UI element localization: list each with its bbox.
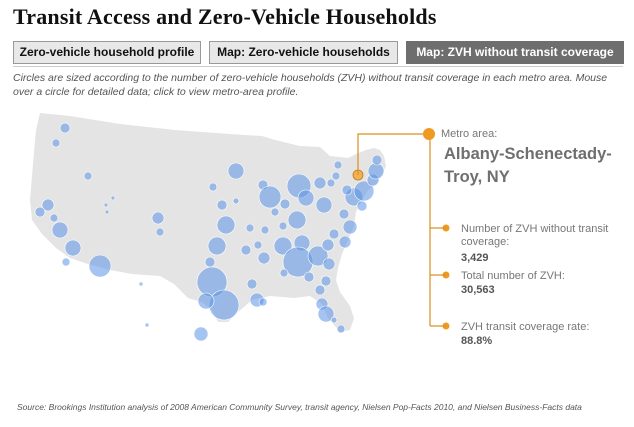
leader-dot [423, 128, 435, 140]
metro-circle[interactable] [257, 251, 271, 265]
metro-circle[interactable] [279, 268, 289, 278]
metro-circle[interactable] [193, 326, 209, 342]
metro-circle[interactable] [322, 257, 336, 271]
metro-name: Albany-Schenectady-Troy, NY [444, 145, 612, 186]
metro-circle[interactable] [197, 292, 215, 310]
metro-circle[interactable] [83, 171, 93, 181]
metro-circle[interactable] [336, 324, 346, 334]
metro-circle[interactable] [246, 278, 258, 290]
metro-circle[interactable] [208, 289, 240, 321]
map-description: Circles are sized according to the numbe… [13, 72, 608, 98]
metro-circle[interactable] [41, 198, 55, 212]
metro-circle[interactable] [273, 236, 293, 256]
metro-circle[interactable] [207, 236, 227, 256]
metro-circle[interactable] [371, 154, 383, 166]
metro-circle[interactable] [342, 219, 358, 235]
detail-leader-lines [357, 128, 450, 330]
metro-circle[interactable] [297, 189, 315, 207]
coverage-rate-value: 88.8% [461, 335, 493, 347]
metro-circle[interactable] [216, 199, 228, 211]
metro-circle[interactable] [204, 256, 216, 268]
metro-circle[interactable] [59, 122, 71, 134]
metro-circle[interactable] [144, 322, 150, 328]
metro-circle[interactable] [356, 200, 368, 212]
metro-circle[interactable] [104, 209, 110, 215]
metro-circle[interactable] [155, 227, 165, 237]
bubble-layer [34, 122, 385, 342]
metro-label: Metro area: [441, 128, 498, 140]
metro-circle[interactable] [151, 211, 165, 225]
metro-circle[interactable] [320, 275, 332, 287]
metro-circle[interactable] [314, 284, 326, 296]
metro-circle[interactable] [317, 305, 335, 323]
total-zvh-value: 30,563 [461, 284, 495, 296]
metro-circle[interactable] [227, 162, 245, 180]
metro-circle[interactable] [315, 196, 333, 214]
metro-circle[interactable] [328, 228, 340, 240]
metro-circle[interactable] [260, 225, 270, 235]
page-title: Transit Access and Zero-Vehicle Househol… [13, 4, 437, 29]
metro-circle[interactable] [321, 238, 335, 252]
metro-circle[interactable] [253, 240, 263, 250]
metro-circle[interactable] [353, 180, 375, 202]
metro-circle[interactable] [367, 162, 385, 180]
us-map [30, 113, 450, 342]
metro-circle[interactable] [51, 138, 61, 148]
metro-circle[interactable] [330, 316, 338, 324]
metro-circle[interactable] [279, 198, 291, 210]
metro-circle[interactable] [34, 206, 46, 218]
metro-circle[interactable] [331, 171, 341, 181]
zvh-without-value: 3,429 [461, 252, 489, 264]
metro-circle[interactable] [64, 239, 82, 257]
metro-circle[interactable] [258, 297, 268, 307]
metro-circle[interactable] [216, 215, 236, 235]
metro-circle[interactable] [303, 271, 315, 283]
metro-circle[interactable] [278, 221, 288, 231]
metro-circle[interactable] [338, 208, 350, 220]
tab-zvh-profile[interactable]: Zero-vehicle household profile [13, 41, 201, 64]
metro-circle[interactable] [49, 213, 59, 223]
metro-circle[interactable] [51, 221, 69, 239]
source-note: Source: Brookings Institution analysis o… [17, 402, 582, 412]
metro-circle[interactable] [208, 182, 218, 192]
metro-circle[interactable] [138, 281, 144, 287]
coverage-rate-label: ZVH transit coverage rate: [461, 321, 590, 333]
total-zvh-label: Total number of ZVH: [461, 270, 565, 282]
metro-circle[interactable] [258, 185, 282, 209]
metro-circle[interactable] [103, 202, 109, 208]
metro-circle[interactable] [88, 254, 112, 278]
tab-map-zvh-without-transit[interactable]: Map: ZVH without transit coverage [406, 41, 624, 64]
zvh-without-label: Number of ZVH without transit coverage: [461, 223, 609, 248]
metro-circle[interactable] [313, 176, 327, 190]
metro-circle[interactable] [240, 244, 252, 256]
metro-circle[interactable] [333, 160, 343, 170]
metro-circle[interactable] [232, 197, 240, 205]
metro-circle[interactable] [110, 195, 116, 201]
divider [13, 66, 623, 67]
metro-circle[interactable] [61, 257, 71, 267]
tab-map-zvh[interactable]: Map: Zero-vehicle households [209, 41, 398, 64]
metro-circle[interactable] [245, 223, 255, 233]
metro-circle[interactable] [307, 245, 329, 267]
metro-circle[interactable] [287, 210, 307, 230]
metro-circle[interactable] [326, 178, 336, 188]
metro-circle[interactable] [270, 207, 280, 217]
metro-circle[interactable] [341, 184, 353, 196]
metro-circle[interactable] [338, 235, 352, 249]
